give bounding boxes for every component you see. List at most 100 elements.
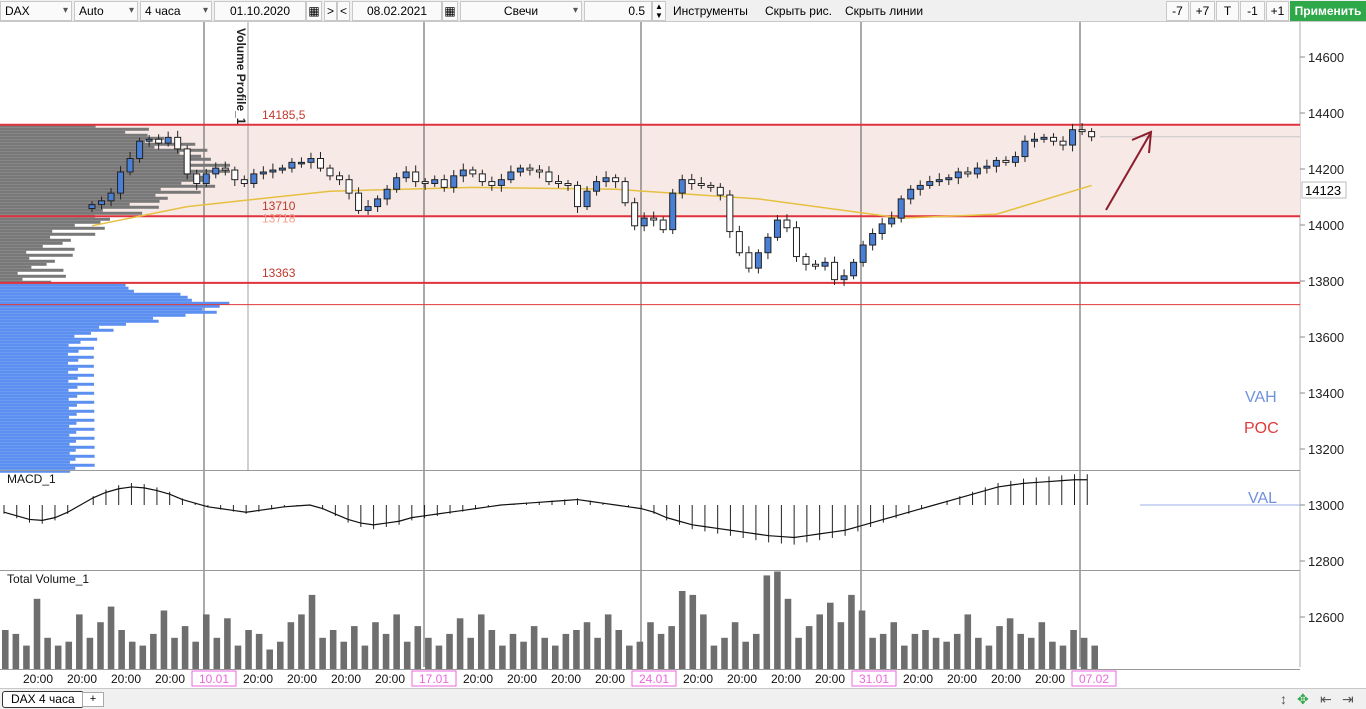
volume-bar (943, 641, 950, 669)
volume-bar (1006, 618, 1014, 669)
y-tick-label: 13400 (1308, 386, 1344, 401)
fit-screen-icon[interactable]: ✥ (1297, 691, 1309, 707)
profile-bar (0, 199, 160, 203)
hide-drawings-button[interactable]: Скрыть рис. (765, 4, 833, 18)
hide-lines-button[interactable]: Скрыть линии (845, 4, 924, 18)
y-tick-label: 14000 (1308, 218, 1344, 233)
plus7-button[interactable]: +7 (1190, 1, 1215, 21)
profile-bar (0, 274, 66, 278)
profile-bar (0, 130, 126, 134)
candle-body (212, 167, 220, 175)
step-input[interactable]: 0.5 (584, 1, 652, 21)
profile-bar (0, 187, 161, 191)
candle-body (431, 179, 439, 185)
profile-bar (0, 316, 154, 320)
profile-bar (0, 160, 189, 164)
calendar-to-icon[interactable]: ▦ (442, 1, 458, 21)
candle-body (726, 194, 734, 233)
apply-button[interactable]: Применить (1290, 1, 1366, 21)
candle-body (735, 231, 743, 254)
profile-bar (0, 364, 94, 368)
profile-bar (0, 406, 69, 410)
timeframe-select[interactable]: 4 часа (140, 1, 212, 21)
profile-bar (0, 298, 192, 302)
x-tick-label: 20:00 (155, 672, 185, 686)
profile-bar (0, 184, 216, 188)
volume-bar (403, 641, 411, 669)
candle-body (497, 179, 505, 186)
nav-next-button[interactable]: > (324, 1, 337, 21)
volume-bar (848, 594, 855, 669)
add-tab-button[interactable]: + (82, 692, 104, 707)
profile-bar (0, 307, 203, 311)
volume-bar (636, 641, 644, 669)
y-tick-label: 12800 (1308, 554, 1344, 569)
trend-arrow (1105, 130, 1153, 211)
minus1-button[interactable]: -1 (1240, 1, 1265, 21)
volume-bar (552, 645, 559, 669)
resize-vertical-icon[interactable]: ↕ (1280, 691, 1287, 707)
volume-bar (382, 633, 390, 669)
symbol-select[interactable]: DAX (0, 1, 72, 21)
candle-body (326, 167, 334, 177)
candle-body (250, 173, 258, 185)
volume-bar (932, 637, 940, 669)
volume-bar (837, 622, 845, 669)
candle-body (88, 204, 96, 210)
calendar-from-icon[interactable]: ▦ (306, 1, 322, 21)
volume-bar (1038, 622, 1046, 669)
candle-body (669, 192, 677, 231)
x-tick-label: 20:00 (507, 672, 537, 686)
candle-body (640, 217, 648, 227)
volume-bar (774, 571, 781, 669)
level-label: 14185,5 (262, 108, 306, 122)
chart-area[interactable]: Volume Profile_1 14185,5137101371813363 … (0, 22, 1366, 688)
profile-bar (0, 286, 129, 290)
candle-body (145, 138, 153, 142)
candle-body (593, 181, 601, 192)
profile-bar (0, 301, 230, 305)
profile-bar (0, 304, 220, 308)
volume-bar (23, 645, 30, 669)
candle-body (193, 173, 201, 185)
candle-body (98, 200, 106, 206)
profile-bar (0, 295, 188, 299)
volume-bar (763, 575, 771, 669)
profile-bar (0, 385, 78, 389)
scroll-forward-icon[interactable]: ⇥ (1342, 691, 1354, 707)
plus1-button[interactable]: +1 (1266, 1, 1289, 21)
y-tick-label: 14600 (1308, 50, 1344, 65)
profile-bar (0, 226, 105, 230)
nav-prev-button[interactable]: < (337, 1, 350, 21)
candle-body (1040, 136, 1048, 140)
candle-body (278, 167, 286, 171)
volume-bar (1070, 630, 1077, 669)
volume-bar (340, 641, 348, 669)
volume-bar (287, 622, 295, 669)
date-to-field[interactable]: 08.02.2021 (352, 1, 442, 21)
instruments-button[interactable]: Инструменты (673, 4, 748, 18)
candle-body (1030, 138, 1038, 142)
t-button[interactable]: T (1216, 1, 1239, 21)
volume-bar (192, 641, 199, 669)
candle-body (964, 171, 972, 175)
scale-select[interactable]: Auto (74, 1, 138, 21)
scroll-back-icon[interactable]: ⇤ (1320, 691, 1332, 707)
tab-dax-4h[interactable]: DAX 4 часа (2, 691, 84, 708)
volume-bar (414, 626, 422, 669)
y-tick-label: 14400 (1308, 106, 1344, 121)
y-tick-label: 13200 (1308, 442, 1344, 457)
volume-bar (985, 645, 993, 669)
candle-body (535, 169, 543, 173)
volume-bar (678, 591, 686, 669)
candle-body (621, 181, 629, 204)
chart-type-select[interactable]: Свечи (460, 1, 582, 21)
step-spinner-icon[interactable]: ▲ ▼ (652, 1, 666, 21)
minus7-button[interactable]: -7 (1166, 1, 1189, 21)
candle-body (183, 148, 191, 175)
volume-title: Total Volume_1 (7, 572, 89, 586)
date-from-field[interactable]: 01.10.2020 (214, 1, 306, 21)
volume-bar (626, 645, 633, 669)
profile-bar (0, 133, 148, 137)
candle-body (992, 159, 1000, 167)
